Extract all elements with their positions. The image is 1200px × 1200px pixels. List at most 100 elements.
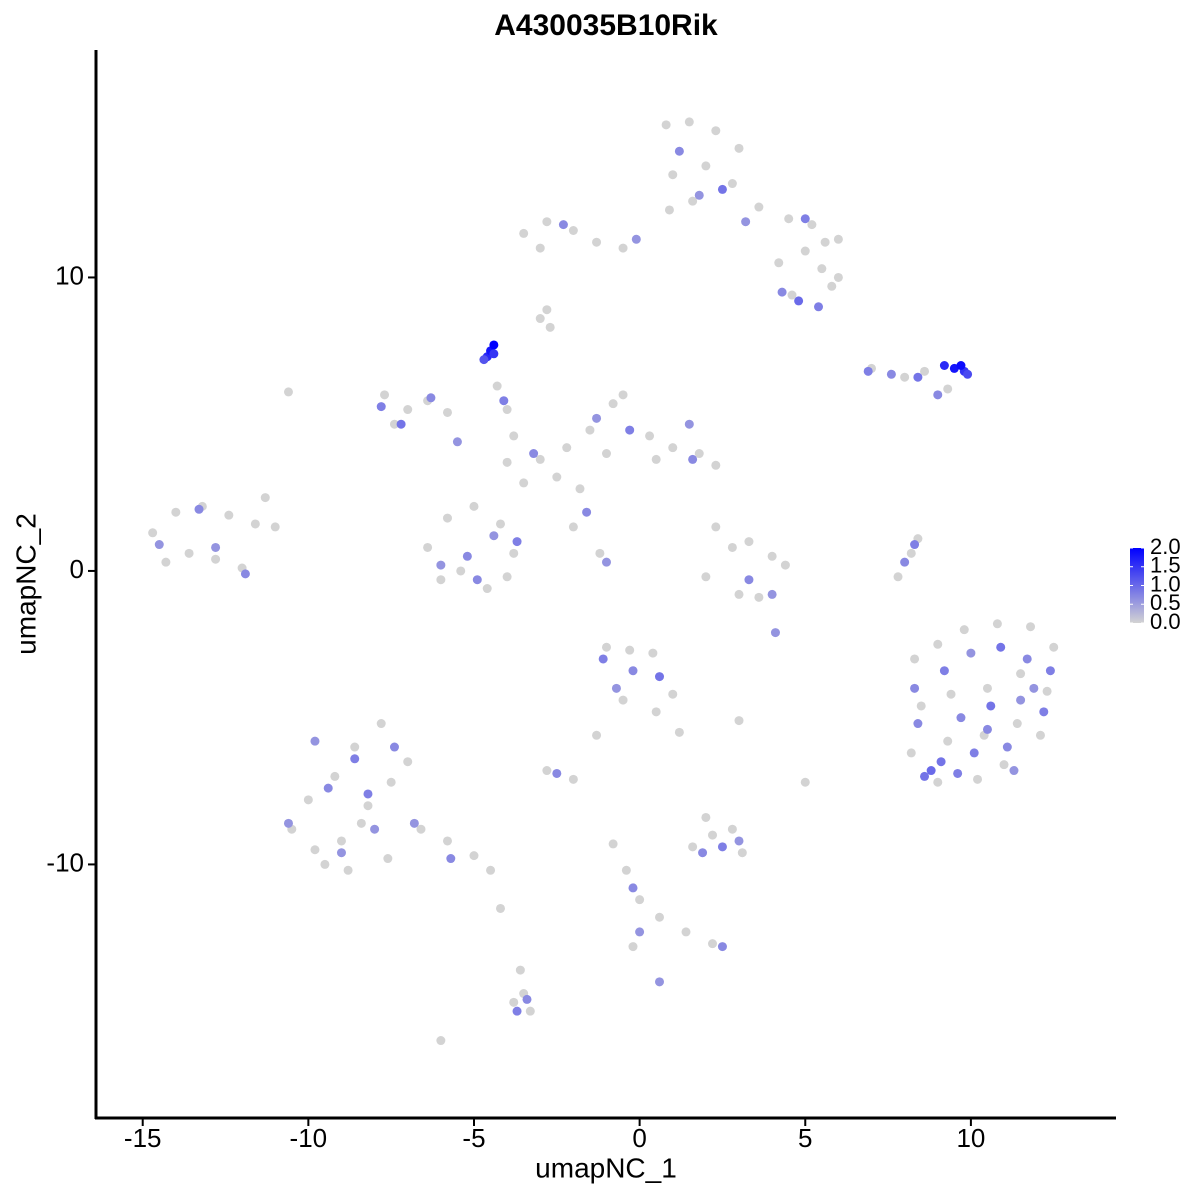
point [469,501,479,511]
point [631,234,641,244]
point [900,557,910,567]
point [161,557,171,567]
point [655,977,665,987]
point [489,531,499,541]
point [1016,669,1026,679]
point [820,237,830,247]
y-axis-title: umapNC_2 [10,513,41,655]
point [446,854,456,864]
point [774,258,784,268]
point [582,507,592,517]
point [442,836,452,846]
point [423,542,433,552]
point [376,402,386,412]
point [370,824,380,834]
point [1045,666,1055,676]
point [240,569,250,579]
point [625,645,635,655]
point [708,830,718,840]
point [956,360,966,370]
point [674,727,684,737]
y-tick-label: 10 [55,260,84,290]
point [628,883,638,893]
point [648,648,658,658]
color-tick-label: 0.0 [1150,609,1181,634]
point [529,449,539,459]
point [770,628,780,638]
point [833,272,843,282]
point [350,754,360,764]
chart-title: A430035B10Rik [494,9,718,42]
point [403,405,413,415]
point [784,214,794,224]
point [734,143,744,153]
point [787,290,797,300]
point [525,1006,535,1016]
point [807,220,817,230]
point [681,927,691,937]
point [628,942,638,952]
point [651,454,661,464]
point [224,510,234,520]
point [767,551,777,561]
point [502,572,512,582]
point [694,190,704,200]
point [982,683,992,693]
point [688,196,698,206]
point [608,399,618,409]
point [592,730,602,740]
point [744,537,754,547]
point [310,736,320,746]
point [562,443,572,453]
point [621,865,631,875]
point [489,349,499,359]
point [959,625,969,635]
point [973,774,983,784]
x-tick-label: 10 [956,1123,985,1153]
point [910,540,920,550]
point [1022,654,1032,664]
point [910,683,920,693]
point [194,504,204,514]
point [694,449,704,459]
point [1009,766,1019,776]
point [711,460,721,470]
point [926,766,936,776]
point [330,771,340,781]
point [800,777,810,787]
point [310,845,320,855]
point [684,419,694,429]
point [171,507,181,517]
point [1042,686,1052,696]
point [601,557,611,567]
point [558,220,568,230]
point [502,405,512,415]
point [708,939,718,949]
point [625,425,635,435]
point [645,431,655,441]
point [717,942,727,952]
point [403,757,413,767]
point [966,648,976,658]
point [618,695,628,705]
point [283,387,293,397]
point [363,789,373,799]
point [734,836,744,846]
point [999,760,1009,770]
point [469,851,479,861]
point [956,713,966,723]
point [982,724,992,734]
point [336,848,346,858]
point [512,537,522,547]
point [886,369,896,379]
point [780,560,790,570]
color-tick-label: 2.0 [1150,534,1181,559]
point [963,369,973,379]
point [910,654,920,664]
point [701,161,711,171]
point [684,117,694,127]
point [920,771,930,781]
point [727,179,737,189]
point [522,994,532,1004]
